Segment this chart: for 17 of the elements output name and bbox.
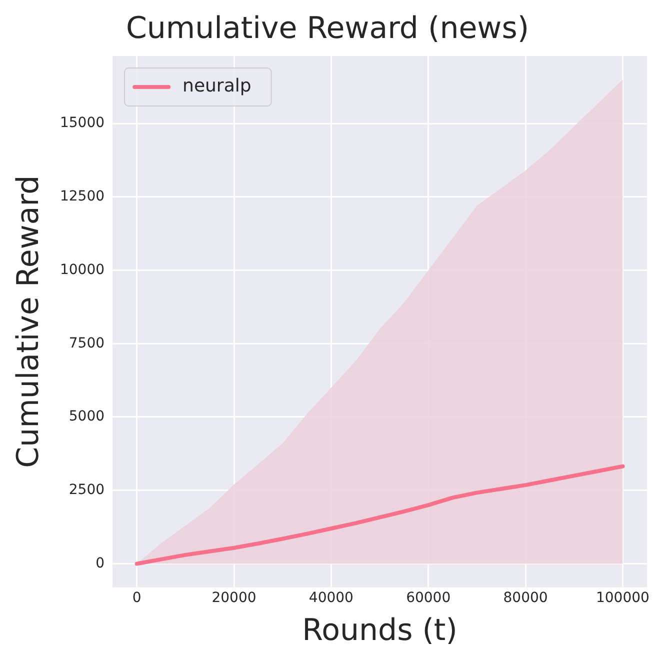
y-tick-label: 12500 xyxy=(60,188,105,205)
y-tick-label: 7500 xyxy=(68,335,105,352)
x-tick-label: 100000 xyxy=(596,590,650,606)
x-tick-label: 0 xyxy=(132,590,142,606)
chart-title: Cumulative Reward (news) xyxy=(126,10,530,46)
y-tick-label: 0 xyxy=(96,555,105,572)
legend-label: neuralp xyxy=(182,76,252,97)
y-tick-label: 2500 xyxy=(68,482,105,498)
y-tick-label: 15000 xyxy=(60,115,105,132)
y-tick-label: 10000 xyxy=(60,262,105,278)
x-tick-label: 80000 xyxy=(503,590,548,606)
x-tick-label: 20000 xyxy=(212,590,256,606)
y-tick-label: 5000 xyxy=(68,408,105,425)
y-axis-title: Cumulative Reward xyxy=(10,175,46,468)
x-tick-label: 60000 xyxy=(406,590,451,606)
x-tick-label: 40000 xyxy=(308,590,354,606)
x-axis-title: Rounds (t) xyxy=(302,612,458,648)
